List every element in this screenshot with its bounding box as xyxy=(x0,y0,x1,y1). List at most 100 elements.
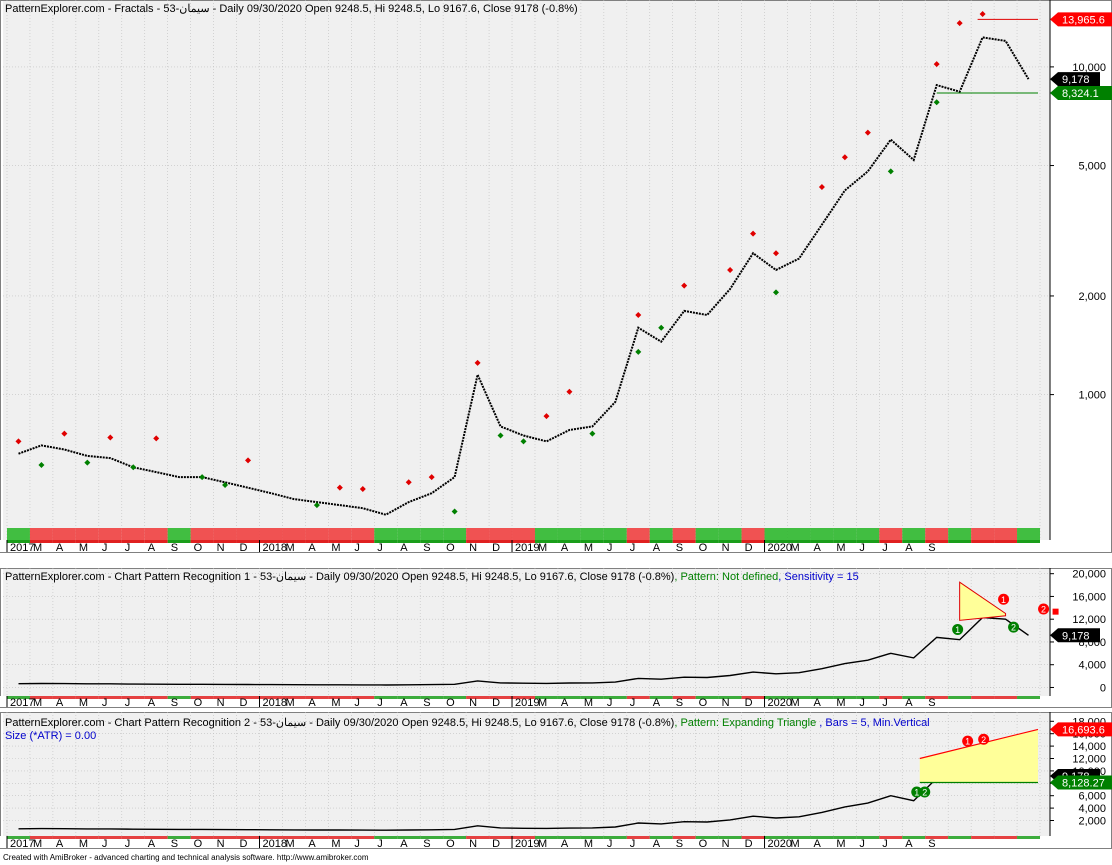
x-tick-label: M xyxy=(538,542,547,554)
trend-color-band xyxy=(994,528,1018,540)
y-tick-label: 10,000 xyxy=(1072,62,1106,74)
volume-color-stripe xyxy=(649,540,673,543)
trend-color-band xyxy=(328,528,352,540)
x-tick-label: M xyxy=(538,697,547,709)
volume-color-stripe xyxy=(534,696,558,699)
x-tick-label: D xyxy=(240,542,248,554)
x-tick-label: M xyxy=(79,542,88,554)
trend-color-band xyxy=(787,528,811,540)
fractals-value-label-bg xyxy=(1050,12,1112,27)
pattern1-triangle xyxy=(959,581,1007,621)
volume-color-stripe xyxy=(534,836,558,839)
pattern-point-marker xyxy=(1008,621,1020,633)
volume-color-stripe xyxy=(29,696,53,699)
down-fractal-marker xyxy=(451,508,458,515)
x-tick-label: M xyxy=(285,697,294,709)
trend-color-band xyxy=(695,528,719,540)
up-fractal-marker xyxy=(405,479,412,486)
volume-color-stripe xyxy=(420,836,444,839)
x-tick-label: A xyxy=(905,697,913,709)
up-fractal-marker xyxy=(15,438,22,445)
volume-color-stripe xyxy=(1017,696,1040,699)
trend-color-band xyxy=(282,528,306,540)
x-tick-label: 2018 xyxy=(263,697,287,709)
volume-color-stripe xyxy=(649,836,673,839)
x-tick-label: A xyxy=(905,838,913,850)
volume-color-stripe xyxy=(351,836,375,839)
pattern-point-marker xyxy=(1038,603,1050,615)
up-fractal-marker xyxy=(841,154,848,161)
volume-color-stripe xyxy=(856,540,880,543)
pane-plot-area xyxy=(3,568,1050,696)
volume-color-stripe xyxy=(397,836,421,839)
volume-color-stripe xyxy=(649,696,673,699)
trend-color-band xyxy=(259,528,283,540)
volume-color-stripe xyxy=(580,540,604,543)
x-tick-label: A xyxy=(561,697,569,709)
pattern-point-label: 2 xyxy=(1011,623,1016,633)
x-tick-label: J xyxy=(882,697,888,709)
x-tick-label: 2017 xyxy=(10,838,34,850)
down-fractal-marker xyxy=(589,430,596,437)
volume-color-stripe xyxy=(167,540,191,543)
volume-color-stripe xyxy=(603,696,627,699)
pattern-point-label: 1 xyxy=(914,787,919,797)
footer-credit: Created with AmiBroker - advanced charti… xyxy=(3,853,369,862)
volume-color-stripe xyxy=(580,696,604,699)
volume-color-stripe xyxy=(557,836,581,839)
cpr2-title-main: PatternExplorer.com - Chart Pattern Reco… xyxy=(5,717,675,729)
volume-color-stripe xyxy=(994,836,1018,839)
cpr2-title-bars: , Bars = 5, Min.Vertical xyxy=(816,717,930,729)
up-fractal-marker xyxy=(107,434,114,441)
x-tick-label: S xyxy=(423,838,430,850)
volume-color-stripe xyxy=(397,540,421,543)
x-tick-label: M xyxy=(79,697,88,709)
x-tick-label: A xyxy=(561,838,569,850)
down-fractal-marker xyxy=(658,324,665,331)
x-tick-label: O xyxy=(699,542,708,554)
volume-color-stripe xyxy=(925,540,949,543)
x-tick-label: A xyxy=(56,838,64,850)
trend-color-band xyxy=(764,528,788,540)
up-fractal-marker xyxy=(979,11,986,18)
x-tick-label: J xyxy=(102,838,108,850)
volume-color-stripe xyxy=(443,836,467,839)
volume-color-stripe xyxy=(580,836,604,839)
x-tick-label: M xyxy=(285,542,294,554)
up-fractal-marker xyxy=(727,267,734,273)
trend-color-band xyxy=(144,528,168,540)
x-tick-label: S xyxy=(928,542,935,554)
volume-color-stripe xyxy=(741,696,765,699)
cpr1-title-main: PatternExplorer.com - Chart Pattern Reco… xyxy=(5,571,675,583)
up-fractal-marker xyxy=(153,435,160,442)
x-tick-label: M xyxy=(33,838,42,850)
y-tick-label: 12,000 xyxy=(1072,614,1106,626)
volume-color-stripe xyxy=(98,540,122,543)
x-tick-label: J xyxy=(354,697,360,709)
trend-color-band xyxy=(512,528,535,540)
x-tick-label: A xyxy=(148,542,156,554)
x-tick-label: A xyxy=(561,542,569,554)
up-fractal-marker xyxy=(933,61,940,68)
volume-color-stripe xyxy=(603,836,627,839)
x-tick-label: O xyxy=(699,697,708,709)
x-tick-label: N xyxy=(469,838,477,850)
trend-color-band xyxy=(971,528,995,540)
volume-color-stripe xyxy=(626,696,650,699)
volume-color-stripe xyxy=(948,836,972,839)
volume-color-stripe xyxy=(144,696,168,699)
x-tick-label: 2020 xyxy=(768,697,792,709)
y-tick-label: 12,000 xyxy=(1072,754,1106,766)
y-tick-label: 1,000 xyxy=(1078,390,1106,402)
trend-color-band xyxy=(879,528,903,540)
x-tick-label: N xyxy=(722,697,730,709)
x-tick-label: J xyxy=(882,542,888,554)
volume-color-stripe xyxy=(121,540,145,543)
volume-color-stripe xyxy=(764,540,788,543)
volume-color-stripe xyxy=(672,540,696,543)
volume-color-stripe xyxy=(833,696,857,699)
up-fractal-marker xyxy=(956,20,963,27)
volume-color-stripe xyxy=(144,836,168,839)
trend-color-band xyxy=(810,528,834,540)
